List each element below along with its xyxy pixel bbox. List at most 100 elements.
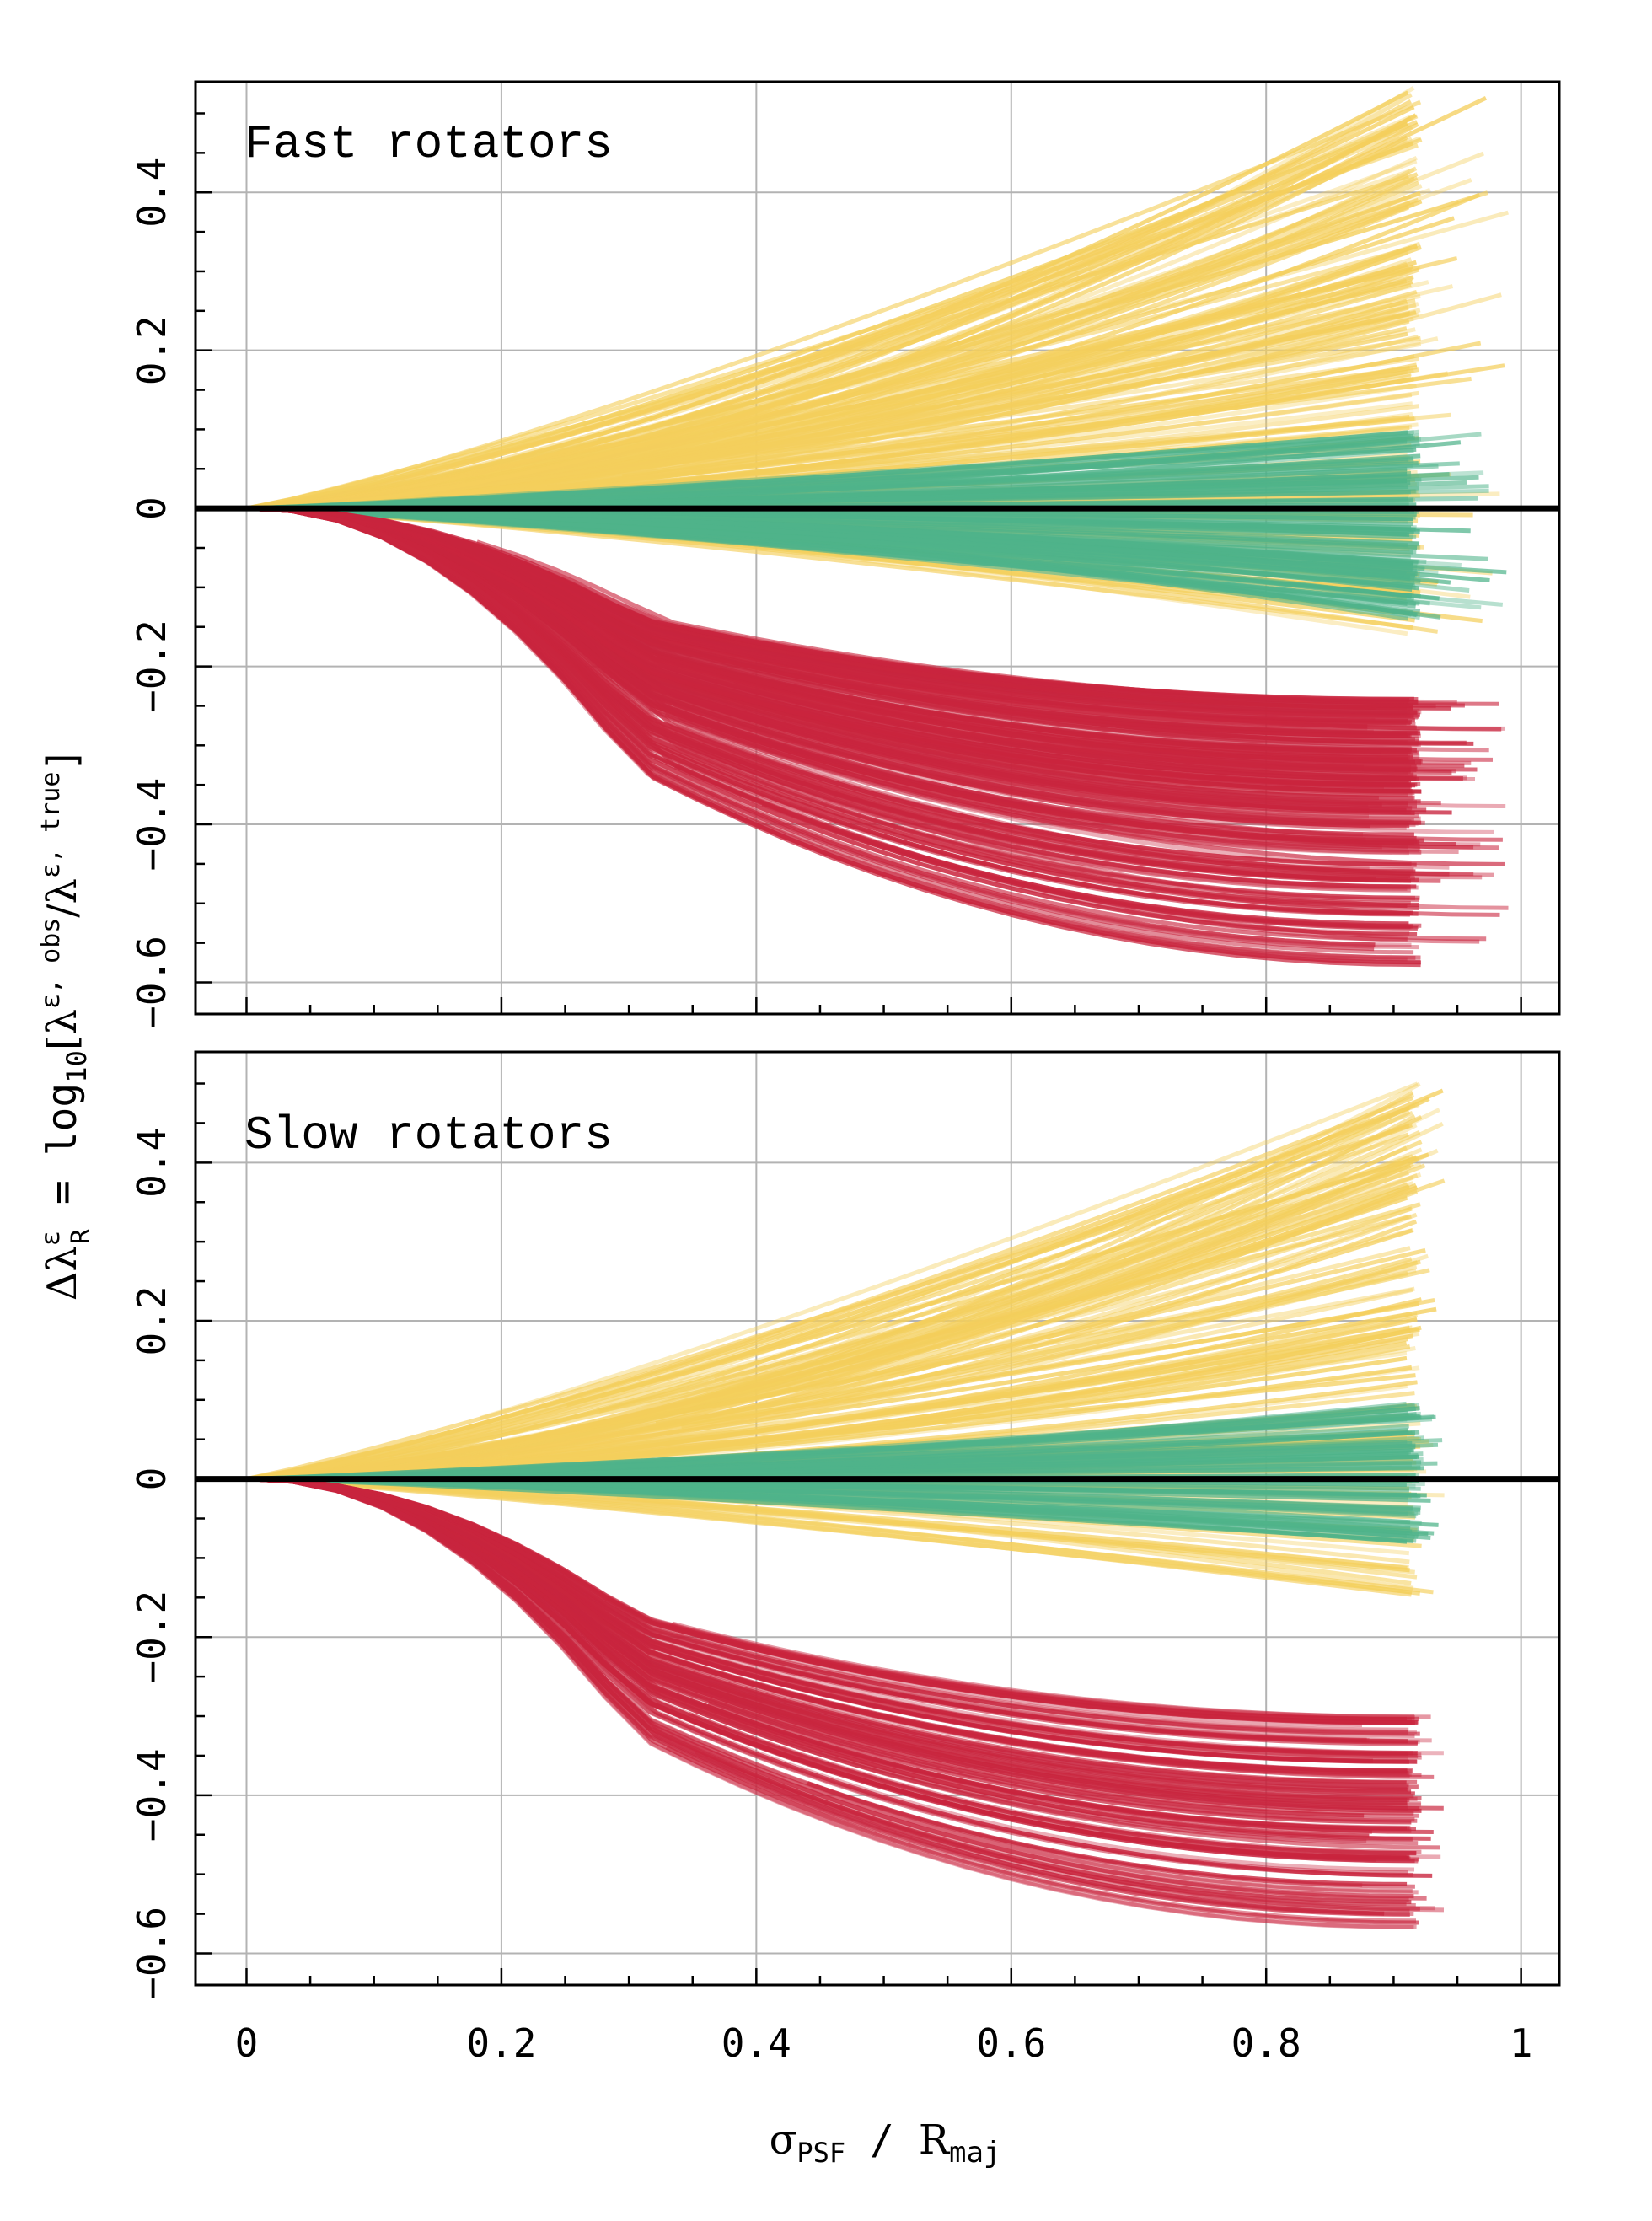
series-curve — [585, 620, 1418, 771]
series-curve — [246, 113, 1418, 511]
x-tick-labels: 0 0.2 0.4 0.6 0.8 1 — [235, 2020, 1533, 2066]
y-tick-label: −0.2 — [129, 620, 174, 713]
y-axis-title-eq: = log — [39, 1083, 86, 1229]
y-axis-title-R: R — [67, 1228, 96, 1244]
series-curve — [246, 1477, 1419, 1759]
series-curve — [246, 506, 1421, 968]
y-axis-title-log-sub: 10 — [61, 1050, 93, 1083]
series-curve — [451, 1114, 1416, 1462]
series-curve — [246, 506, 1408, 738]
series-curve — [606, 412, 1451, 487]
y-tick-label: −0.6 — [129, 1907, 174, 2000]
y-axis-title-eps-obs: ε, obs — [36, 918, 66, 1009]
y-tick-labels: −0.6 −0.4 −0.2 0 0.2 0.4 — [129, 1128, 174, 2000]
series-curve — [471, 1521, 1415, 1719]
series-curve — [246, 506, 1409, 763]
y-axis-title-lbracket: [λ — [39, 1009, 86, 1050]
axis-ticks — [196, 112, 1522, 1014]
y-tick-label: −0.4 — [129, 778, 174, 872]
series-curve — [246, 1123, 1413, 1482]
panel-title: Fast rotators — [244, 117, 613, 171]
y-axis-title-rbracket: ] — [39, 748, 86, 772]
series-curve — [246, 284, 1454, 511]
x-tick-label: 0.4 — [721, 2020, 791, 2066]
series-curve — [246, 1173, 1419, 1482]
x-axis-title-sigma: σ — [770, 2116, 797, 2164]
series-curve — [246, 1477, 1367, 1843]
series-curve — [246, 95, 1488, 511]
y-tick-label: 0.4 — [129, 158, 174, 228]
curve-group — [245, 1081, 1446, 1929]
x-tick-label: 0.8 — [1231, 2020, 1301, 2066]
series-curve — [246, 506, 1410, 764]
series-curve — [246, 305, 1409, 511]
panel-fast-rotators: −0.6 −0.4 −0.2 0 0.2 0.4 Fast rotators — [129, 80, 1561, 1029]
x-tick-label: 0 — [235, 2020, 259, 2066]
series-curve — [246, 1477, 1435, 1536]
series-curve — [246, 1477, 1408, 1875]
series-curve — [246, 506, 1422, 715]
series-curve — [432, 542, 1503, 842]
series-curve — [246, 121, 1408, 511]
y-tick-label: −0.6 — [129, 936, 174, 1029]
axis-ticks — [196, 1082, 1522, 1985]
y-tick-label: 0 — [129, 1467, 174, 1491]
y-axis-title-eps: ε — [36, 1231, 66, 1246]
y-tick-label: 0.2 — [129, 315, 174, 385]
series-curve — [509, 1552, 1373, 1763]
series-curve — [246, 1477, 1408, 1756]
series-curve — [246, 506, 1412, 750]
x-tick-label: 1 — [1510, 2020, 1533, 2066]
x-axis-title-sep: / — [845, 2116, 919, 2164]
series-curve — [246, 1477, 1408, 1775]
series-curve — [246, 167, 1415, 511]
series-curve — [246, 506, 1505, 866]
series-curve — [246, 506, 1417, 606]
x-axis-title-R-sub: maj — [949, 2136, 1000, 2170]
series-curve — [246, 456, 1414, 511]
series-curve — [246, 1477, 1414, 1799]
y-tick-label: 0.4 — [129, 1128, 174, 1198]
x-tick-label: 0.2 — [466, 2020, 536, 2066]
series-curve — [393, 522, 1411, 718]
panel-slow-rotators: −0.6 −0.4 −0.2 0 0.2 0.4 0 0.2 0.4 0.6 0.8 1 Slow … — [129, 1050, 1561, 2066]
series-curve — [246, 506, 1415, 581]
series-curve — [598, 197, 1419, 443]
y-axis-title-slash: /λ — [39, 878, 86, 918]
series-curve — [246, 442, 1420, 511]
series-curve — [479, 1081, 1419, 1420]
panel-title: Slow rotators — [244, 1108, 613, 1162]
series-curve — [610, 1435, 1424, 1474]
x-axis-title-sigma-sub: PSF — [796, 2137, 845, 2169]
series-curve — [246, 1184, 1410, 1482]
series-curve — [246, 1110, 1413, 1482]
series-curve — [246, 506, 1408, 909]
series-curve — [246, 1286, 1415, 1482]
series-curve — [246, 1477, 1413, 1595]
series-curve — [246, 1477, 1421, 1596]
series-curve — [246, 506, 1420, 759]
series-curve — [246, 178, 1472, 511]
series-curve — [246, 1477, 1415, 1738]
x-axis-title: σPSF / Rmaj — [770, 2116, 1001, 2170]
series-curve — [537, 477, 1422, 505]
series-curve — [246, 506, 1419, 890]
series-curve — [246, 506, 1417, 867]
series-curve — [246, 506, 1376, 710]
y-axis-title-eps-true: ε, true — [36, 772, 66, 878]
series-curve — [246, 1271, 1408, 1482]
y-tick-label: 0.2 — [129, 1285, 174, 1355]
y-tick-label: 0 — [129, 496, 174, 520]
y-tick-labels: −0.6 −0.4 −0.2 0 0.2 0.4 — [129, 158, 174, 1029]
series-curve — [246, 506, 1421, 786]
series-curve — [246, 1477, 1414, 1916]
series-curve — [246, 506, 1412, 947]
series-curve — [246, 1175, 1414, 1482]
series-curve — [520, 568, 1417, 730]
series-curve — [246, 369, 1408, 511]
x-tick-label: 0.6 — [976, 2020, 1046, 2066]
y-tick-label: −0.2 — [129, 1591, 174, 1684]
series-curve — [246, 1477, 1409, 1789]
series-curve — [246, 1181, 1414, 1482]
